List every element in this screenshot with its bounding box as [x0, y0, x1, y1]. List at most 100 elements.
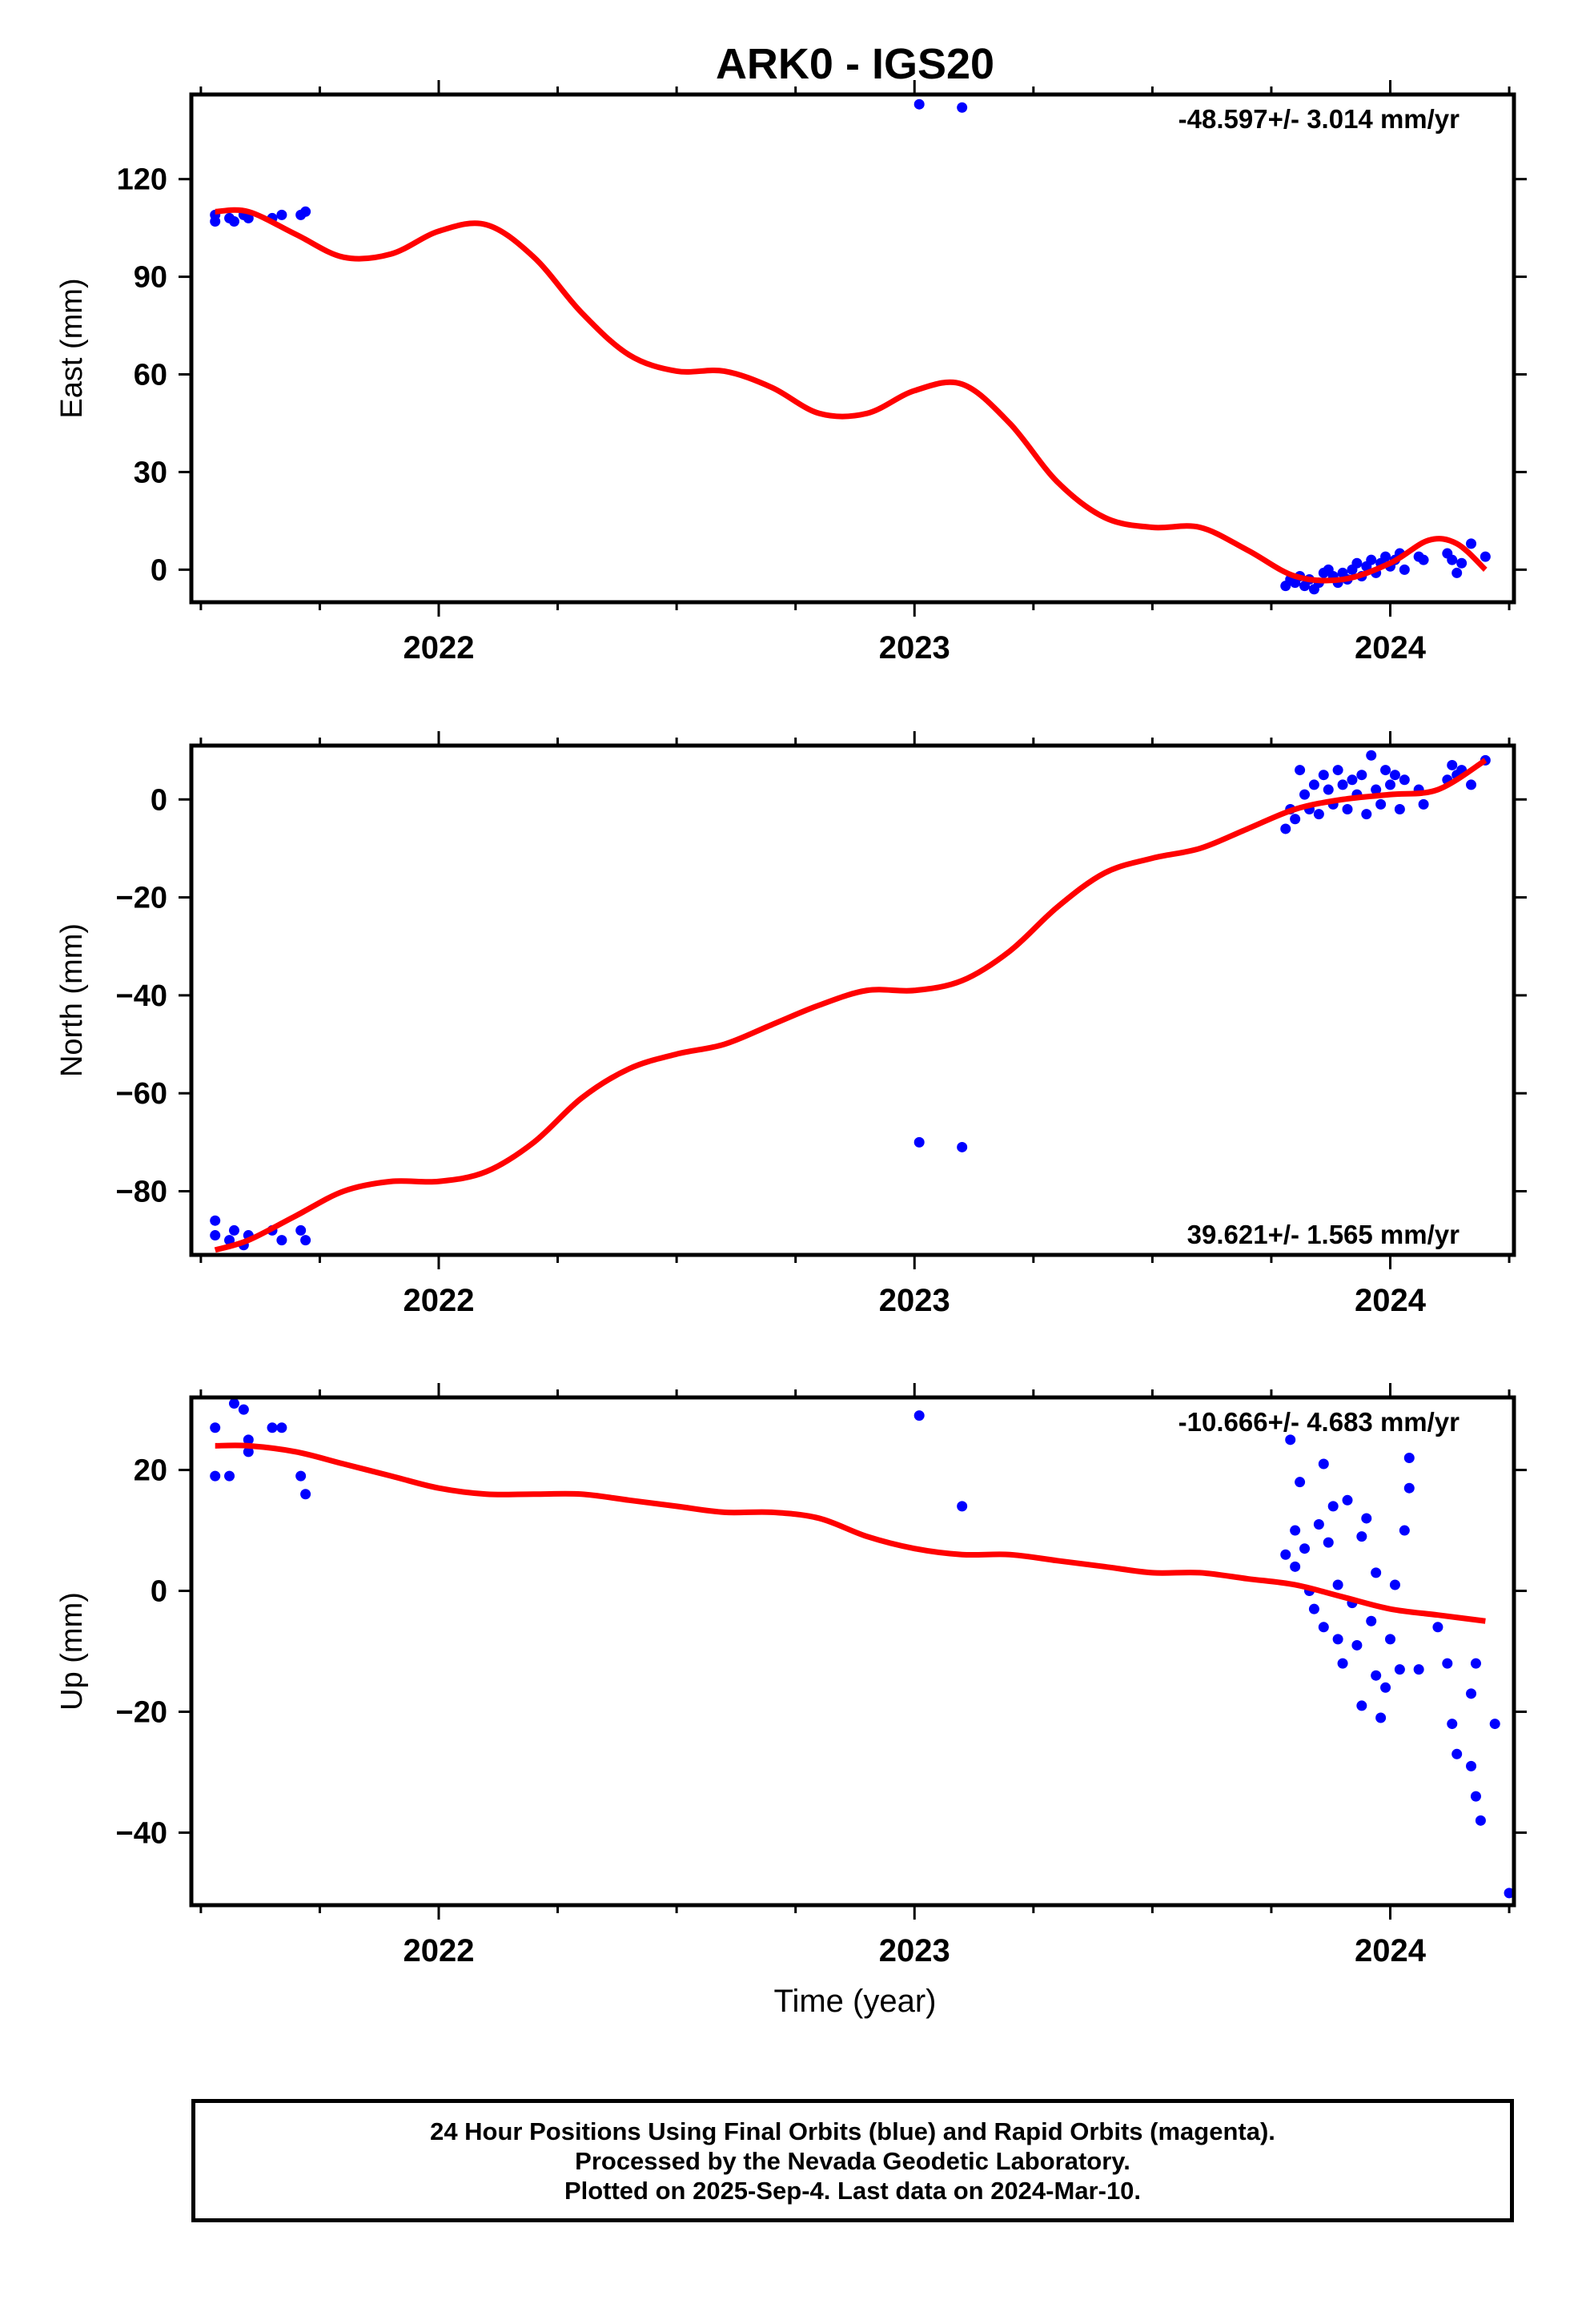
- fit-line: [215, 207, 1488, 584]
- y-tick-label: −40: [116, 979, 167, 1013]
- data-point: [957, 1501, 968, 1512]
- data-point: [1313, 1519, 1324, 1530]
- y-tick-label: −20: [116, 882, 167, 915]
- panel-up: −40 −20 0 20 2022 2023 2024 Up (mm) -10.666+/- 4…: [55, 1383, 1527, 1968]
- points-up: [210, 1398, 1514, 1899]
- data-point: [300, 1489, 311, 1500]
- data-point: [913, 1410, 925, 1421]
- footer-line-1: 24 Hour Positions Using Final Orbits (bl…: [430, 2117, 1275, 2145]
- footer-line-2: Processed by the Nevada Geodetic Laborat…: [575, 2146, 1130, 2175]
- data-point: [1366, 750, 1377, 761]
- data-point: [210, 1422, 221, 1433]
- rate-annotation: 39.621+/- 1.565 mm/yr: [1187, 1220, 1460, 1249]
- data-point: [957, 102, 968, 113]
- footer-line-3: Plotted on 2025-Sep-4. Last data on 2024…: [564, 2176, 1142, 2205]
- data-point: [276, 1422, 287, 1433]
- data-point: [1351, 557, 1363, 569]
- y-tick-label: −40: [116, 1816, 167, 1850]
- x-tick-label: 2023: [879, 1933, 950, 1968]
- panel-east: 0 30 60 90 120 2022 2023 2024 East (mm) -48.597+/…: [55, 80, 1527, 665]
- rate-annotation: -10.666+/- 4.683 mm/yr: [1178, 1407, 1460, 1437]
- data-point: [1290, 1525, 1301, 1536]
- data-point: [1308, 1603, 1319, 1614]
- data-point: [1418, 554, 1429, 565]
- x-axis-label: Time (year): [774, 1984, 937, 2019]
- data-point: [1380, 765, 1391, 776]
- data-point: [1342, 804, 1353, 814]
- data-point: [300, 1235, 311, 1246]
- plot-frame: [189, 92, 1516, 605]
- x-tick-label: 2024: [1355, 630, 1427, 665]
- x-tick-label: 2024: [1355, 1283, 1427, 1318]
- x-tick-label: 2023: [879, 630, 950, 665]
- data-point: [295, 1224, 307, 1236]
- data-point: [1447, 1719, 1458, 1730]
- points-east: [210, 99, 1491, 595]
- data-point: [1375, 798, 1387, 810]
- data-point: [1384, 779, 1395, 790]
- data-point: [1403, 1452, 1415, 1463]
- data-point: [1371, 1567, 1382, 1578]
- data-point: [1504, 1888, 1514, 1899]
- y-tick-label: 30: [134, 456, 167, 489]
- data-point: [1361, 809, 1372, 820]
- y-tick-label: 0: [151, 1575, 167, 1609]
- data-point: [1413, 1664, 1424, 1675]
- data-point: [1332, 765, 1343, 776]
- data-point: [1475, 1815, 1486, 1826]
- y-tick-label: 0: [151, 553, 167, 587]
- data-point: [1399, 1525, 1410, 1536]
- data-point: [1337, 779, 1348, 790]
- data-point: [228, 1398, 239, 1409]
- plot-frame: [189, 1395, 1516, 1908]
- data-point: [1351, 1639, 1363, 1651]
- data-point: [1295, 765, 1306, 776]
- data-point: [1470, 1658, 1481, 1669]
- data-point: [1356, 1531, 1367, 1542]
- data-point: [1356, 770, 1367, 781]
- data-point: [1432, 1622, 1443, 1633]
- y-axis-label: Up (mm): [55, 1592, 89, 1711]
- data-point: [1371, 1670, 1382, 1681]
- data-point: [1418, 798, 1429, 810]
- data-point: [1295, 1477, 1306, 1488]
- y-tick-label: 90: [134, 261, 167, 295]
- data-point: [1285, 1434, 1296, 1445]
- data-point: [1342, 1494, 1353, 1506]
- y-tick-label: −20: [116, 1695, 167, 1729]
- y-tick-label: −80: [116, 1176, 167, 1209]
- data-point: [1456, 557, 1468, 569]
- data-point: [1375, 1712, 1387, 1723]
- data-point: [1313, 809, 1324, 820]
- footer-box: 24 Hour Positions Using Final Orbits (bl…: [191, 2099, 1514, 2222]
- data-point: [276, 1235, 287, 1246]
- data-point: [1299, 789, 1311, 800]
- data-point: [1337, 1658, 1348, 1669]
- chart-title: ARK0 - IGS20: [716, 40, 994, 88]
- data-point: [1380, 551, 1391, 562]
- data-point: [1466, 538, 1477, 549]
- data-point: [1384, 1634, 1395, 1645]
- data-point: [1332, 1634, 1343, 1645]
- data-point: [913, 99, 925, 110]
- data-point: [1489, 1719, 1500, 1730]
- data-point: [1290, 1561, 1301, 1572]
- data-point: [1399, 564, 1410, 575]
- y-tick-label: 60: [134, 359, 167, 392]
- data-point: [1318, 770, 1329, 781]
- data-point: [243, 1434, 254, 1445]
- data-point: [1403, 1482, 1415, 1494]
- data-point: [1323, 784, 1334, 795]
- x-tick-label: 2022: [404, 630, 475, 665]
- x-tick-label: 2022: [404, 1933, 475, 1968]
- data-point: [1318, 1458, 1329, 1470]
- data-point: [1389, 770, 1400, 781]
- data-point: [1366, 554, 1377, 565]
- rate-annotation: -48.597+/- 3.014 mm/yr: [1178, 104, 1460, 134]
- data-point: [300, 206, 311, 217]
- x-tick-label: 2024: [1355, 1933, 1427, 1968]
- data-point: [1447, 554, 1458, 565]
- points-north: [210, 750, 1491, 1251]
- data-point: [295, 1470, 307, 1482]
